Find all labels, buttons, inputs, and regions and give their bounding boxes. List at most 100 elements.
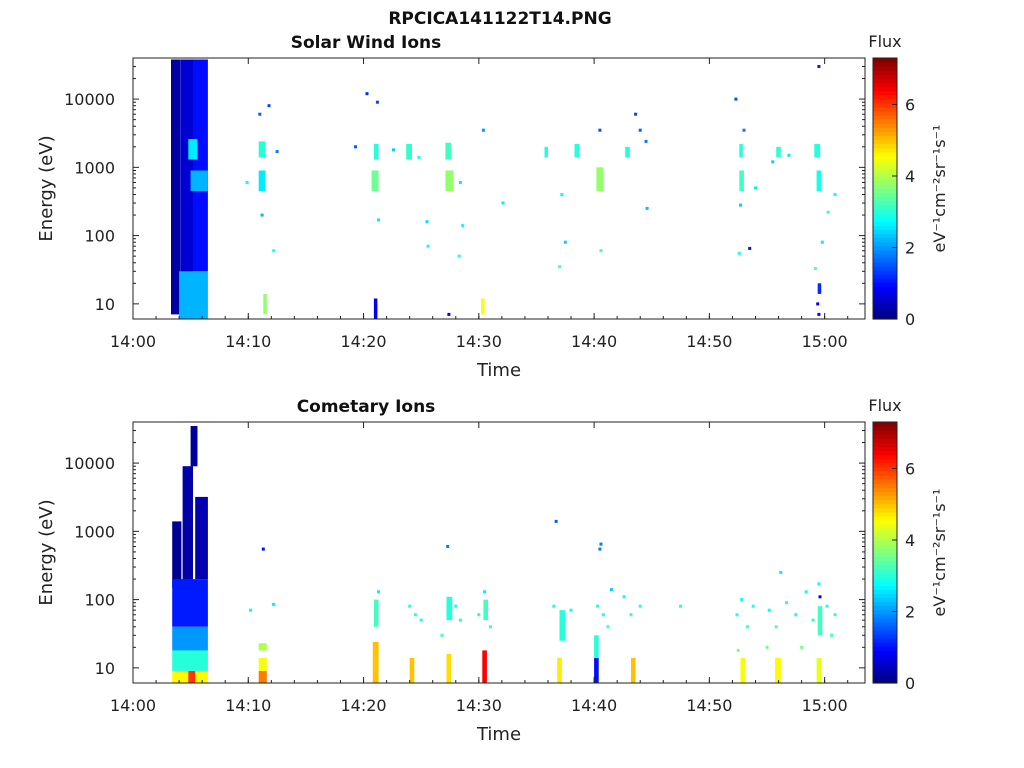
figure-title: RPCICA141122T14.PNG xyxy=(388,9,611,29)
x-tick-label: 15:00 xyxy=(802,696,848,715)
sw-flux-point xyxy=(272,249,276,253)
y-tick-label: 10000 xyxy=(64,454,115,473)
sw-flux-point xyxy=(501,201,505,205)
x-tick-label: 14:30 xyxy=(456,332,502,351)
x-tick-label: 14:50 xyxy=(686,332,732,351)
colorbar-tick-label: 2 xyxy=(905,602,915,621)
ci-flux-point xyxy=(413,613,417,617)
colorbar-step xyxy=(873,208,897,214)
ci-flux-point xyxy=(454,604,458,608)
colorbar-step xyxy=(873,585,897,590)
colorbar-step xyxy=(873,544,897,550)
colorbar-step xyxy=(873,180,897,186)
sw-flux-block xyxy=(445,142,452,160)
sw-flux-point xyxy=(377,218,380,222)
colorbar-step xyxy=(873,237,897,243)
colorbar-step xyxy=(873,82,897,88)
sw-flux-point xyxy=(833,193,837,196)
ci-flux-block xyxy=(817,606,823,636)
colorbar-step xyxy=(873,58,897,63)
colorbar-step xyxy=(873,78,897,84)
colorbar-tick-label: 2 xyxy=(905,238,915,257)
colorbar-step xyxy=(873,642,897,647)
ci-flux-block xyxy=(816,657,822,683)
colorbar-step xyxy=(873,172,897,177)
y-tick-label: 10 xyxy=(95,295,115,314)
y-tick-label: 1000 xyxy=(74,522,115,541)
sw-flux-block xyxy=(544,146,548,158)
colorbar-tick-label: 0 xyxy=(905,674,915,693)
ci-flux-block xyxy=(182,466,193,588)
ci-flux-point xyxy=(767,608,771,612)
colorbar-step xyxy=(873,249,897,255)
y-axis-label: Energy (eV) xyxy=(36,499,57,605)
colorbar-step xyxy=(873,217,897,222)
ci-flux-point xyxy=(629,613,633,617)
sw-flux-block xyxy=(258,170,266,191)
colorbar-tick-label: 4 xyxy=(905,531,915,550)
colorbar-step xyxy=(873,90,897,96)
ci-flux-point xyxy=(477,613,481,617)
sw-flux-point xyxy=(737,251,741,255)
ci-flux-point xyxy=(419,618,423,622)
x-tick-label: 14:20 xyxy=(340,332,386,351)
colorbar-step xyxy=(873,528,897,533)
colorbar-step xyxy=(873,654,897,660)
colorbar-step xyxy=(873,270,897,275)
plot-area xyxy=(133,422,865,683)
colorbar-step xyxy=(873,102,897,108)
x-tick-label: 14:50 xyxy=(686,696,732,715)
ci-flux-block xyxy=(775,657,781,683)
ci-flux-point xyxy=(569,608,573,612)
x-tick-label: 14:40 xyxy=(571,696,617,715)
colorbar-step xyxy=(873,479,897,484)
colorbar-step xyxy=(873,298,897,304)
colorbar-step xyxy=(873,638,897,643)
sw-flux-point xyxy=(354,145,357,149)
y-tick-label: 100 xyxy=(84,227,115,246)
colorbar-step xyxy=(873,556,897,562)
colorbar-step xyxy=(873,466,897,472)
colorbar-step xyxy=(873,605,897,611)
colorbar-step xyxy=(873,155,897,161)
ci-flux-point xyxy=(830,633,834,637)
colorbar-step xyxy=(873,257,897,263)
colorbar-step xyxy=(873,422,897,427)
colorbar-step xyxy=(873,66,897,71)
colorbar-step xyxy=(873,438,897,443)
sw-flux-point xyxy=(417,155,421,159)
ci-flux-point xyxy=(458,618,462,622)
x-axis-label: Time xyxy=(476,360,521,381)
solar-wind-ions-panel: 14:00 14:10 14:20 14:30 14:40 14:50 15:00 10 100… xyxy=(36,32,949,381)
ci-flux-block xyxy=(195,496,208,580)
colorbar-title: Flux xyxy=(868,32,901,51)
colorbar-step xyxy=(873,151,897,157)
colorbar-step xyxy=(873,434,897,439)
colorbar-tick-label: 0 xyxy=(905,310,915,329)
colorbar-step xyxy=(873,442,897,448)
ci-flux-block xyxy=(446,596,453,621)
sw-flux-block xyxy=(373,298,378,319)
sw-flux-point xyxy=(461,224,465,228)
sw-flux-point xyxy=(426,244,430,248)
sw-flux-point xyxy=(634,112,638,116)
ci-flux-point xyxy=(833,613,837,617)
sw-flux-block xyxy=(406,144,412,160)
sw-flux-block xyxy=(263,293,267,315)
sw-flux-point xyxy=(645,206,649,210)
colorbar-step xyxy=(873,241,897,247)
colorbar-step xyxy=(873,184,897,190)
ci-flux-point xyxy=(408,604,412,608)
x-tick-label: 14:20 xyxy=(340,696,386,715)
sw-flux-block xyxy=(596,167,604,191)
sw-flux-block xyxy=(179,271,208,319)
ci-flux-point xyxy=(794,613,798,617)
colorbar-step xyxy=(873,650,897,656)
sw-flux-block xyxy=(739,144,743,158)
colorbar-step xyxy=(873,233,897,239)
sw-flux-point xyxy=(638,128,642,132)
colorbar-step xyxy=(873,625,897,631)
colorbar-step xyxy=(873,609,897,615)
colorbar-step xyxy=(873,176,897,181)
ci-flux-block xyxy=(631,657,636,683)
